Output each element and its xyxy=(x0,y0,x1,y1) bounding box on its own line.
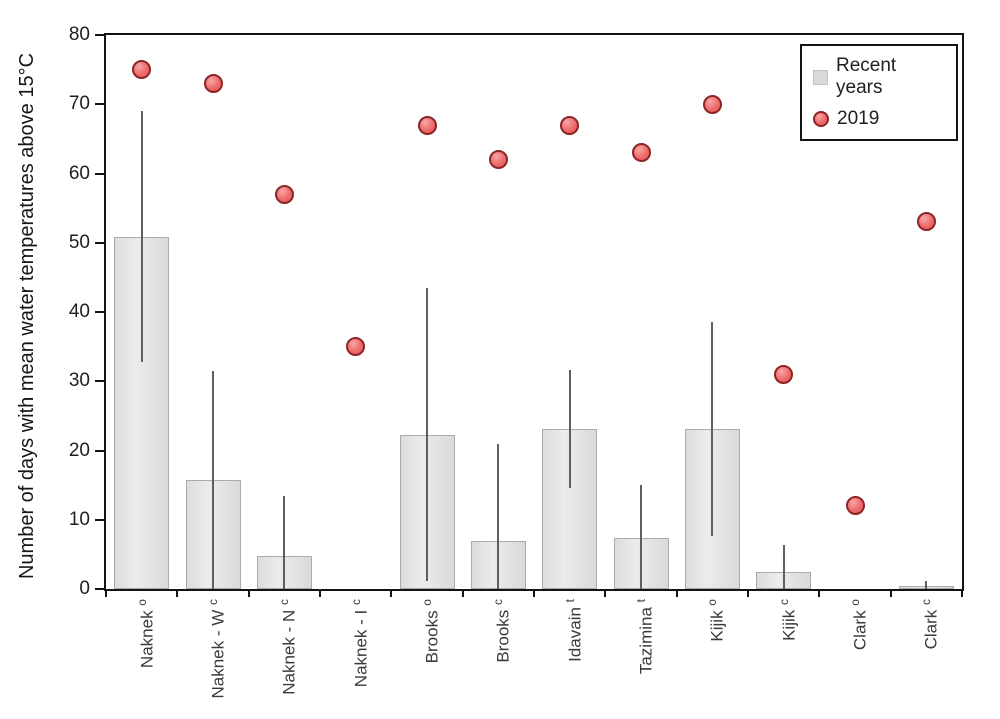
x-tick xyxy=(675,589,678,597)
error-bar xyxy=(640,485,642,589)
data-point-2019 xyxy=(631,143,651,163)
x-category-label: Clark c xyxy=(916,599,941,719)
x-tick xyxy=(961,589,963,597)
x-category-label: Naknek - I c xyxy=(346,599,371,719)
x-tick xyxy=(319,589,321,597)
error-bar xyxy=(925,580,928,589)
x-category-label: Brooks o xyxy=(417,599,442,719)
year-2019-marker-icon xyxy=(813,111,829,127)
y-tick xyxy=(95,241,104,244)
error-bar xyxy=(497,443,500,589)
x-category-superscript: o xyxy=(420,599,434,606)
x-category-name: Idavain xyxy=(565,602,585,662)
x-category-label: Tazimina t xyxy=(631,599,656,719)
x-category-superscript: c xyxy=(776,599,791,605)
x-category-superscript: c xyxy=(919,599,934,605)
data-point-2019 xyxy=(274,184,294,204)
x-tick xyxy=(604,589,607,597)
error-bar xyxy=(568,370,571,488)
data-point-2019 xyxy=(916,212,936,232)
data-point-2019 xyxy=(488,150,508,170)
y-tick-label: 30 xyxy=(68,370,90,392)
y-tick-label: 40 xyxy=(68,301,90,322)
legend-label-recent-years: Recent years xyxy=(836,55,897,98)
y-tick xyxy=(95,518,104,521)
x-category-name: Kijik xyxy=(779,605,799,641)
data-point-2019 xyxy=(203,73,223,93)
x-category-name: Brooks xyxy=(422,605,442,664)
x-category-name: Naknek xyxy=(137,605,157,669)
data-point-2019 xyxy=(845,496,865,516)
x-category-label: Kijik c xyxy=(774,599,799,719)
x-category-name: Kijik xyxy=(707,605,727,642)
error-bar xyxy=(711,322,714,536)
y-tick xyxy=(95,34,104,36)
y-tick-label: 60 xyxy=(68,162,90,184)
y-tick xyxy=(95,380,104,383)
x-category-superscript: t xyxy=(634,599,648,603)
x-category-superscript: t xyxy=(562,599,577,603)
x-category-label: Naknek o xyxy=(132,599,157,719)
x-tick xyxy=(105,589,107,597)
x-category-label: Idavain t xyxy=(560,599,585,719)
x-category-superscript: o xyxy=(134,599,149,606)
y-tick xyxy=(95,449,104,452)
x-category-superscript: c xyxy=(277,599,292,605)
x-category-name: Clark xyxy=(850,605,870,651)
y-tick xyxy=(95,103,104,106)
x-category-label: Brooks c xyxy=(488,599,513,719)
data-point-2019 xyxy=(132,60,152,80)
x-category-superscript: c xyxy=(491,599,506,605)
x-tick xyxy=(247,589,250,597)
y-tick-label: 50 xyxy=(68,231,90,253)
legend: Recent years 2019 xyxy=(800,44,958,141)
legend-item-2019: 2019 xyxy=(813,108,946,130)
x-category-name: Clark xyxy=(921,605,941,650)
x-category-name: Brooks xyxy=(493,605,513,663)
x-category-superscript: c xyxy=(348,599,363,605)
y-axis-title: Number of days with mean water temperatu… xyxy=(16,52,38,580)
x-category-superscript: o xyxy=(848,599,862,606)
y-tick xyxy=(95,172,104,175)
x-tick xyxy=(176,589,179,597)
legend-item-recent-years: Recent years xyxy=(813,55,946,99)
x-category-name: Naknek - I xyxy=(351,605,371,688)
error-bar xyxy=(212,370,214,589)
y-tick-label: 80 xyxy=(68,24,90,45)
x-tick xyxy=(390,589,393,597)
error-bar xyxy=(140,111,143,362)
data-point-2019 xyxy=(702,94,722,114)
x-tick xyxy=(889,589,892,597)
y-tick xyxy=(95,311,104,313)
x-category-label: Kijik o xyxy=(702,599,727,719)
y-tick xyxy=(95,588,104,590)
x-tick xyxy=(747,589,749,597)
plot-area: Recent years 2019 0 10 20 30 40 50 60 70 80 Nakne… xyxy=(69,24,964,699)
data-point-2019 xyxy=(774,364,794,384)
x-tick xyxy=(533,589,535,597)
data-point-2019 xyxy=(346,337,366,357)
recent-years-swatch-icon xyxy=(813,69,828,85)
x-category-superscript: c xyxy=(206,599,220,605)
x-category-name: Tazimina xyxy=(636,602,656,675)
x-category-label: Clark o xyxy=(845,599,870,719)
y-tick-label: 20 xyxy=(68,439,90,461)
legend-label-2019: 2019 xyxy=(837,108,880,129)
x-category-name: Naknek - W xyxy=(208,605,228,699)
data-point-2019 xyxy=(417,115,437,135)
error-bar xyxy=(426,287,428,582)
y-tick-label: 10 xyxy=(68,508,90,530)
error-bar xyxy=(283,495,286,589)
data-point-2019 xyxy=(560,115,580,135)
x-tick xyxy=(818,589,821,597)
y-tick-label: 70 xyxy=(68,93,90,115)
x-category-superscript: o xyxy=(705,599,720,606)
y-tick-label: 0 xyxy=(79,578,90,599)
x-category-name: Naknek - N xyxy=(279,605,299,695)
x-category-label: Naknek - W c xyxy=(203,599,228,719)
x-tick xyxy=(461,589,464,597)
x-category-label: Naknek - N c xyxy=(274,599,299,719)
error-bar xyxy=(782,545,785,589)
